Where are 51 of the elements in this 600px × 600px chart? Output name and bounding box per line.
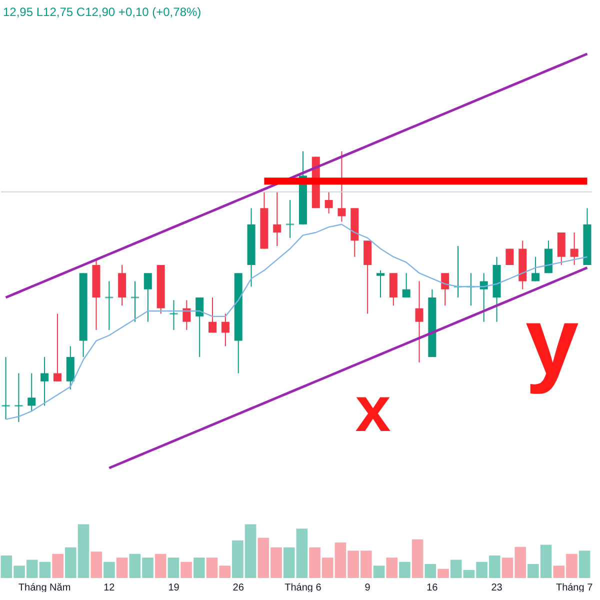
candlestick — [105, 280, 114, 330]
candlestick — [196, 296, 204, 358]
x-tick-label: 19 — [168, 582, 180, 594]
bar — [373, 566, 385, 578]
candlestick — [376, 270, 384, 298]
candlestick — [182, 300, 191, 330]
bar — [90, 552, 102, 578]
candlestick — [170, 300, 178, 330]
candlestick — [40, 356, 49, 406]
candlestick — [286, 200, 294, 238]
annotation: x — [355, 373, 392, 445]
candlestick — [506, 248, 514, 266]
bar — [578, 550, 590, 578]
bar — [386, 558, 398, 578]
candlestick — [53, 313, 62, 382]
text: 12,95 L12,75 C12,90 +0,10 (+0,78%) — [3, 5, 202, 19]
bar — [116, 558, 128, 578]
x-tick-label: 23 — [491, 582, 503, 594]
candlestick — [338, 150, 346, 222]
x-tick-label: 12 — [104, 582, 116, 594]
bar — [412, 539, 424, 578]
candlestick — [221, 313, 230, 347]
candlestick — [324, 191, 333, 214]
candlestick — [28, 372, 36, 412]
bar — [424, 564, 436, 578]
candlestick — [130, 280, 139, 322]
candlestick — [402, 272, 410, 298]
bar — [193, 558, 205, 578]
candlestick — [532, 256, 540, 282]
x-tick-label: 26 — [232, 582, 244, 594]
candlestick — [2, 356, 10, 420]
bar — [180, 562, 192, 578]
candlestick — [273, 191, 282, 247]
candlestick — [480, 272, 488, 322]
candlestick — [415, 280, 424, 363]
bar — [283, 547, 295, 578]
candlestick — [144, 272, 152, 322]
candlestick — [208, 296, 217, 334]
candlestick — [570, 232, 578, 266]
bar — [399, 562, 410, 578]
x-tick-label: 16 — [426, 582, 438, 594]
bar — [168, 558, 180, 578]
candlestick — [14, 372, 23, 422]
bar — [438, 568, 449, 578]
bar — [104, 562, 115, 578]
bar — [52, 554, 64, 578]
candlestick — [441, 272, 450, 306]
x-tick-label: 9 — [364, 582, 371, 594]
annotation: y — [525, 288, 579, 395]
bar — [154, 554, 166, 578]
bar — [296, 528, 308, 578]
